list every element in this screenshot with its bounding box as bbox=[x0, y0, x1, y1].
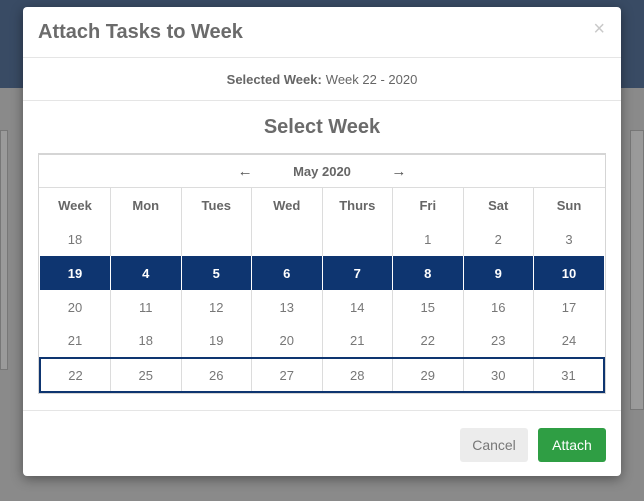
calendar-month-label: May 2020 bbox=[293, 163, 351, 179]
day-cell: 30 bbox=[463, 357, 534, 393]
attach-tasks-modal: Attach Tasks to Week × Selected Week: We… bbox=[23, 7, 621, 476]
cancel-button[interactable]: Cancel bbox=[460, 428, 528, 462]
selected-week-label: Selected Week: bbox=[226, 71, 322, 87]
col-header: Tues bbox=[181, 188, 252, 222]
week-number-cell: 18 bbox=[40, 222, 111, 256]
day-cell: 2 bbox=[463, 222, 534, 256]
day-cell: 6 bbox=[251, 256, 323, 290]
day-cell: 24 bbox=[561, 333, 577, 348]
day-cell: 7 bbox=[322, 256, 393, 290]
day-cell: 22 bbox=[392, 324, 464, 358]
day-cell: 28 bbox=[322, 357, 393, 393]
week-row-18[interactable]: 18 1 2 3 bbox=[40, 222, 604, 256]
day-cell: 1 bbox=[392, 222, 464, 256]
week-row-19[interactable]: 19 4 5 6 7 8 9 10 bbox=[40, 256, 604, 290]
day-cell: 23 bbox=[463, 324, 534, 358]
col-header: Week bbox=[40, 188, 111, 222]
calendar-nav: ← May 2020 → bbox=[39, 155, 605, 188]
day-cell bbox=[110, 222, 182, 256]
attach-button[interactable]: Attach bbox=[538, 428, 606, 462]
col-header: Fri bbox=[392, 188, 464, 222]
day-cell: 4 bbox=[110, 256, 182, 290]
day-cell: 15 bbox=[392, 290, 464, 324]
week-row-22[interactable]: 22 25 26 27 28 29 30 31 bbox=[39, 357, 605, 393]
week-row-20[interactable]: 20 11 12 13 14 15 16 17 bbox=[40, 290, 604, 324]
day-cell bbox=[181, 222, 252, 256]
selected-week-value: Week 22 - 2020 bbox=[325, 71, 418, 87]
day-cell: 9 bbox=[463, 256, 534, 290]
modal-title: Attach Tasks to Week bbox=[38, 20, 243, 43]
day-cell: 8 bbox=[392, 256, 464, 290]
modal-footer: Cancel Attach bbox=[23, 410, 621, 476]
select-week-heading: Select Week bbox=[263, 116, 381, 138]
day-cell: 10 bbox=[533, 256, 604, 290]
day-cell: 13 bbox=[251, 290, 323, 324]
arrow-left-icon[interactable]: ← bbox=[237, 162, 253, 180]
day-cell: 21 bbox=[322, 324, 393, 358]
day-cell: 18 bbox=[110, 324, 182, 358]
day-cell bbox=[251, 222, 323, 256]
calendar-grid: Week Mon Tues Wed Thurs Fri Sat Sun 18 bbox=[39, 188, 605, 393]
background-card-left bbox=[0, 130, 8, 370]
day-cell: 26 bbox=[181, 357, 252, 393]
day-cell: 17 bbox=[561, 299, 577, 315]
week-number-cell: 22 bbox=[39, 357, 111, 393]
day-cell bbox=[322, 222, 393, 256]
day-cell: 20 bbox=[251, 324, 323, 358]
week-number-cell: 20 bbox=[40, 290, 111, 324]
day-cell: 11 bbox=[110, 290, 182, 324]
day-cell: 19 bbox=[181, 324, 252, 358]
modal-header: Attach Tasks to Week × bbox=[23, 7, 621, 58]
day-cell: 12 bbox=[181, 290, 252, 324]
day-cell: 31 bbox=[533, 357, 605, 393]
arrow-right-icon[interactable]: → bbox=[391, 162, 407, 180]
day-cell: 29 bbox=[392, 357, 464, 393]
selected-week-info: Selected Week: Week 22 - 2020 bbox=[23, 58, 621, 101]
week-row-21[interactable]: 21 18 19 20 21 22 23 24 bbox=[40, 324, 604, 358]
day-cell: 25 bbox=[110, 357, 182, 393]
col-header: Sat bbox=[463, 188, 534, 222]
week-number-cell: 21 bbox=[40, 324, 111, 358]
week-calendar: ← May 2020 → Week Mon Tues Wed Thurs Fri… bbox=[38, 153, 606, 394]
day-cell: 14 bbox=[322, 290, 393, 324]
close-icon[interactable]: × bbox=[593, 18, 605, 40]
col-header: Mon bbox=[110, 188, 182, 222]
day-cell: 27 bbox=[251, 357, 323, 393]
day-cell: 16 bbox=[463, 290, 534, 324]
day-cell: 3 bbox=[565, 231, 573, 247]
day-cell: 5 bbox=[181, 256, 252, 290]
col-header: Wed bbox=[251, 188, 323, 222]
col-header: Thurs bbox=[322, 188, 393, 222]
calendar-header-row: Week Mon Tues Wed Thurs Fri Sat Sun bbox=[40, 188, 604, 222]
background-card-right bbox=[630, 130, 644, 410]
col-header: Sun bbox=[556, 197, 582, 213]
week-number-cell: 19 bbox=[40, 256, 111, 290]
